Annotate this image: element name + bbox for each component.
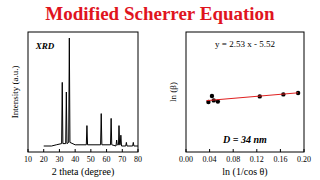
x-tick bbox=[28, 149, 29, 152]
x-tick-label: 0.20 bbox=[297, 155, 311, 164]
x-tick bbox=[59, 149, 60, 152]
x-tick-label: 0.12 bbox=[250, 155, 264, 164]
figure: Modified Scherrer Equation 10 20 30 40 50 60 70… bbox=[0, 0, 320, 180]
x-axis-label: ln (1/cos θ) bbox=[222, 166, 267, 178]
plot-frame bbox=[28, 32, 138, 152]
x-tick bbox=[209, 149, 210, 152]
chart: 10 20 30 40 50 60 70 80 2 theta (degree) Intensit… bbox=[10, 32, 142, 178]
x-tick bbox=[186, 149, 187, 152]
x-tick-label: 10 bbox=[24, 155, 32, 164]
x-tick-label: 40 bbox=[71, 155, 79, 164]
marks bbox=[206, 91, 300, 104]
x-tick bbox=[233, 149, 234, 152]
y-axis-label: Intensity (a.u.) bbox=[10, 66, 20, 119]
x-tick bbox=[138, 149, 139, 152]
background bbox=[0, 0, 320, 180]
annotation: y = 2.53 x - 5.52 bbox=[215, 39, 275, 49]
data-line bbox=[44, 38, 138, 146]
x-tick-label: 20 bbox=[40, 155, 48, 164]
x-tick bbox=[90, 149, 91, 152]
x-tick bbox=[256, 149, 257, 152]
x-axis-label: 2 theta (degree) bbox=[52, 166, 115, 178]
x-tick-label: 0.16 bbox=[273, 155, 287, 164]
x-tick-label: 60 bbox=[103, 155, 111, 164]
y-axis-label: ln (β) bbox=[168, 82, 178, 102]
x-tick bbox=[75, 149, 76, 152]
x-tick-label: 0.08 bbox=[226, 155, 240, 164]
x-tick bbox=[280, 149, 281, 152]
x-tick-label: 30 bbox=[55, 155, 63, 164]
x-tick-label: 50 bbox=[87, 155, 95, 164]
x-tick-label: 0.00 bbox=[179, 155, 193, 164]
x-tick bbox=[122, 149, 123, 152]
chart: 0.00 0.04 0.08 0.12 0.16 0.20 ln (1/cos θ) ln (… bbox=[168, 32, 311, 178]
plot-frame bbox=[186, 32, 304, 152]
marks bbox=[44, 38, 138, 146]
annotation: D = 34 nm bbox=[222, 134, 267, 145]
data-point bbox=[210, 94, 214, 98]
x-tick bbox=[43, 149, 44, 152]
x-tick-label: 80 bbox=[134, 155, 142, 164]
annotation: XRD bbox=[35, 41, 55, 51]
title: Modified Scherrer Equation bbox=[45, 3, 275, 24]
x-tick bbox=[106, 149, 107, 152]
data-line bbox=[207, 93, 298, 101]
x-tick bbox=[304, 149, 305, 152]
x-tick-label: 0.04 bbox=[203, 155, 217, 164]
x-tick-label: 70 bbox=[118, 155, 126, 164]
